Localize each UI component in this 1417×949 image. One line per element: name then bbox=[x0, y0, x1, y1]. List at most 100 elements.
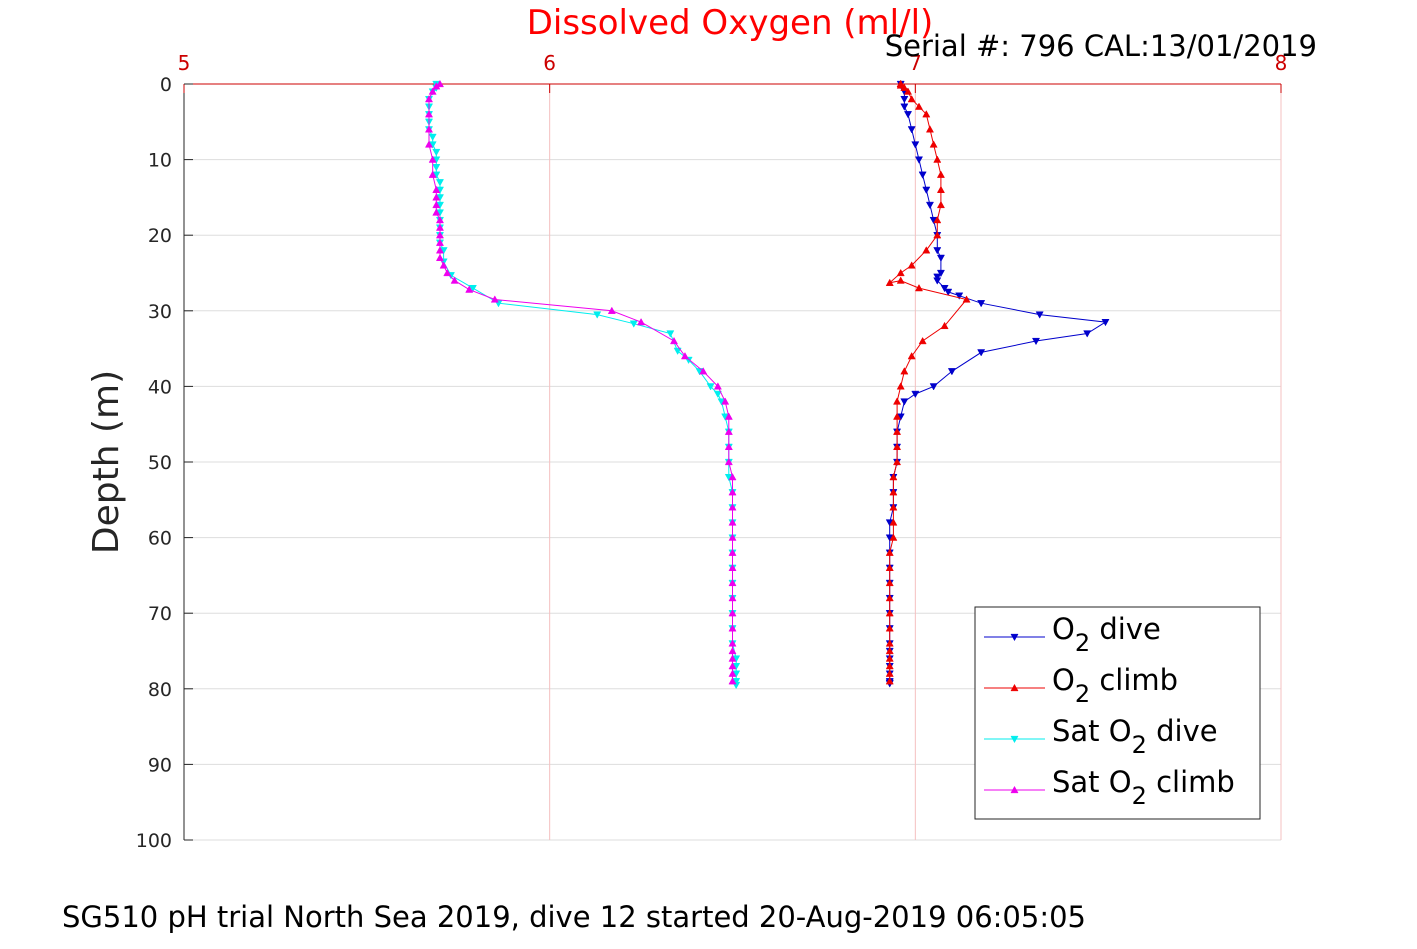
data-point bbox=[435, 179, 444, 187]
data-point bbox=[724, 427, 733, 435]
data-point bbox=[914, 156, 924, 164]
data-point bbox=[944, 288, 953, 297]
data-point bbox=[607, 306, 616, 314]
data-point bbox=[929, 383, 938, 391]
data-point bbox=[728, 563, 737, 571]
y-tick-label: 10 bbox=[148, 150, 172, 172]
data-point bbox=[721, 397, 730, 405]
data-point bbox=[629, 320, 638, 328]
legend-label-main: O bbox=[1052, 663, 1075, 697]
data-point bbox=[706, 383, 715, 391]
data-point bbox=[465, 285, 474, 293]
data-point bbox=[933, 247, 942, 255]
legend-label: Sat O2 climb bbox=[1052, 765, 1235, 810]
data-point bbox=[885, 609, 894, 617]
y-tick-label: 40 bbox=[148, 376, 172, 398]
data-point bbox=[893, 457, 902, 466]
data-point bbox=[893, 412, 902, 420]
data-point bbox=[728, 677, 737, 685]
series-line bbox=[428, 84, 737, 685]
data-point bbox=[933, 231, 942, 239]
data-point bbox=[728, 488, 737, 496]
data-point bbox=[699, 367, 708, 375]
legend-label: Sat O2 dive bbox=[1052, 714, 1218, 759]
series-1 bbox=[885, 79, 971, 685]
data-point bbox=[428, 87, 437, 95]
data-point bbox=[1035, 311, 1044, 319]
data-point bbox=[1010, 735, 1019, 744]
legend-label-main: Sat O bbox=[1052, 765, 1132, 799]
data-point bbox=[1010, 785, 1019, 794]
series-layer bbox=[424, 79, 1110, 690]
data-point bbox=[435, 238, 444, 246]
x-tick-label: 8 bbox=[1275, 51, 1288, 75]
data-point bbox=[940, 321, 949, 330]
data-point bbox=[728, 669, 737, 677]
data-point bbox=[903, 87, 913, 95]
legend-label-subscript: 2 bbox=[1132, 782, 1147, 810]
data-point bbox=[669, 336, 679, 345]
data-point bbox=[907, 352, 916, 360]
data-point bbox=[933, 155, 942, 163]
y-tick-label: 60 bbox=[148, 528, 172, 550]
data-point bbox=[936, 185, 945, 193]
data-point bbox=[885, 278, 894, 286]
data-point bbox=[918, 171, 927, 179]
data-point bbox=[885, 639, 894, 647]
data-point bbox=[903, 111, 913, 119]
x-tick-label: 6 bbox=[543, 51, 556, 75]
legend-label-suffix: dive bbox=[1147, 714, 1218, 748]
legend-label-suffix: climb bbox=[1147, 765, 1235, 799]
data-point bbox=[955, 292, 964, 300]
data-point bbox=[885, 646, 894, 655]
legend-label: O2 climb bbox=[1052, 663, 1178, 708]
y-tick-label: 80 bbox=[148, 679, 172, 701]
data-point bbox=[435, 215, 444, 224]
data-point bbox=[728, 473, 737, 481]
data-point bbox=[432, 185, 441, 193]
y-tick-label: 90 bbox=[148, 754, 172, 776]
data-point bbox=[911, 390, 920, 399]
data-point bbox=[900, 398, 909, 406]
data-point bbox=[428, 133, 437, 142]
x-tick-label: 7 bbox=[909, 51, 922, 75]
data-point bbox=[893, 442, 902, 451]
x-tick-label: 5 bbox=[178, 51, 191, 75]
data-point bbox=[432, 164, 441, 172]
data-point bbox=[889, 488, 898, 496]
data-point bbox=[424, 125, 434, 133]
data-point bbox=[468, 284, 477, 293]
legend-label-main: Sat O bbox=[1052, 714, 1132, 748]
data-point bbox=[889, 473, 898, 481]
data-point bbox=[885, 624, 894, 632]
data-point bbox=[907, 126, 916, 134]
data-point bbox=[962, 295, 971, 303]
series-line bbox=[428, 83, 733, 682]
legend-label-suffix: climb bbox=[1090, 663, 1178, 697]
data-point bbox=[896, 79, 905, 88]
data-point bbox=[885, 677, 894, 685]
data-point bbox=[728, 609, 737, 617]
x-ticks: 5 6 7 8 bbox=[178, 51, 1288, 93]
data-point bbox=[918, 336, 927, 345]
legend-entry: Sat O2 climb bbox=[984, 765, 1235, 810]
data-point bbox=[728, 646, 737, 655]
data-point bbox=[728, 503, 737, 511]
data-point bbox=[900, 103, 909, 111]
legend-entry: O2 climb bbox=[984, 663, 1178, 708]
y-tick-label: 0 bbox=[160, 74, 172, 96]
data-point bbox=[914, 102, 924, 110]
data-point bbox=[728, 593, 737, 602]
data-point bbox=[593, 311, 602, 319]
data-point bbox=[490, 295, 499, 303]
data-point bbox=[724, 442, 733, 451]
legend-label-suffix: dive bbox=[1090, 612, 1161, 646]
data-point bbox=[885, 669, 894, 677]
data-point bbox=[432, 200, 441, 209]
data-point bbox=[936, 269, 945, 278]
legend-label-subscript: 2 bbox=[1075, 629, 1090, 657]
data-point bbox=[947, 368, 956, 376]
data-point bbox=[885, 654, 894, 662]
data-point bbox=[900, 367, 909, 375]
